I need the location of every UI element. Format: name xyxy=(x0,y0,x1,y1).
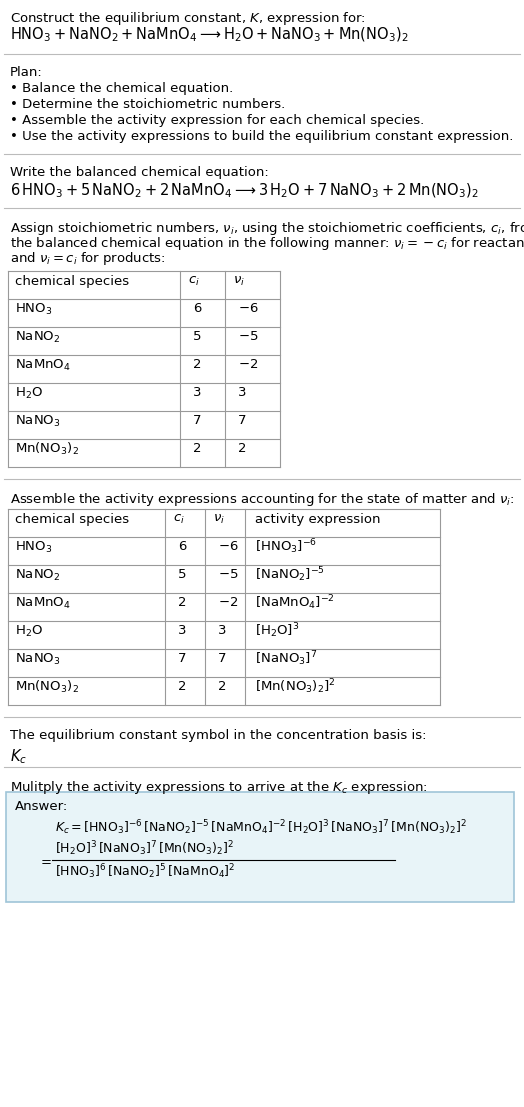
Text: Assemble the activity expressions accounting for the state of matter and $\nu_i$: Assemble the activity expressions accoun… xyxy=(10,492,515,508)
Text: 6: 6 xyxy=(178,540,187,554)
Text: $\mathrm{H_2O}$: $\mathrm{H_2O}$ xyxy=(15,385,43,401)
Text: $c_i$: $c_i$ xyxy=(173,513,185,526)
Text: $\mathrm{NaMnO_4}$: $\mathrm{NaMnO_4}$ xyxy=(15,596,71,611)
Text: 2: 2 xyxy=(193,359,202,372)
Text: $[\mathrm{HNO_3}]^{-6}$: $[\mathrm{HNO_3}]^{-6}$ xyxy=(255,538,317,557)
Text: Assign stoichiometric numbers, $\nu_i$, using the stoichiometric coefficients, $: Assign stoichiometric numbers, $\nu_i$, … xyxy=(10,220,524,237)
Text: 2: 2 xyxy=(178,597,187,610)
Text: 2: 2 xyxy=(178,681,187,693)
Text: • Assemble the activity expression for each chemical species.: • Assemble the activity expression for e… xyxy=(10,114,424,127)
Text: $-2$: $-2$ xyxy=(238,359,258,372)
Text: $K_c = [\mathrm{HNO_3}]^{-6}\,[\mathrm{NaNO_2}]^{-5}\,[\mathrm{NaMnO_4}]^{-2}\,[: $K_c = [\mathrm{HNO_3}]^{-6}\,[\mathrm{N… xyxy=(55,818,467,837)
Text: The equilibrium constant symbol in the concentration basis is:: The equilibrium constant symbol in the c… xyxy=(10,730,427,742)
Text: 3: 3 xyxy=(218,624,226,638)
Text: $\mathrm{NaNO_3}$: $\mathrm{NaNO_3}$ xyxy=(15,413,61,428)
Text: $\mathrm{H_2O}$: $\mathrm{H_2O}$ xyxy=(15,623,43,639)
Text: $[\mathrm{Mn(NO_3)_2}]^{2}$: $[\mathrm{Mn(NO_3)_2}]^{2}$ xyxy=(255,677,336,696)
Text: 7: 7 xyxy=(178,652,187,665)
Text: 2: 2 xyxy=(238,443,246,455)
Text: 3: 3 xyxy=(178,624,187,638)
Text: Answer:: Answer: xyxy=(15,800,68,813)
Text: $\mathrm{NaMnO_4}$: $\mathrm{NaMnO_4}$ xyxy=(15,358,71,373)
Text: $\nu_i$: $\nu_i$ xyxy=(233,275,245,288)
Text: $-6$: $-6$ xyxy=(238,302,259,315)
Text: $\mathrm{Mn(NO_3)_2}$: $\mathrm{Mn(NO_3)_2}$ xyxy=(15,441,79,457)
Text: 2: 2 xyxy=(218,681,226,693)
Text: $-5$: $-5$ xyxy=(218,569,238,581)
Bar xyxy=(6,792,514,902)
Text: $\mathrm{NaNO_2}$: $\mathrm{NaNO_2}$ xyxy=(15,330,60,344)
Text: 7: 7 xyxy=(193,414,202,427)
Text: the balanced chemical equation in the following manner: $\nu_i = -c_i$ for react: the balanced chemical equation in the fo… xyxy=(10,235,524,252)
Text: activity expression: activity expression xyxy=(255,513,380,526)
Text: $\mathrm{NaNO_2}$: $\mathrm{NaNO_2}$ xyxy=(15,568,60,582)
Text: and $\nu_i = c_i$ for products:: and $\nu_i = c_i$ for products: xyxy=(10,250,166,267)
Text: Write the balanced chemical equation:: Write the balanced chemical equation: xyxy=(10,166,269,179)
Text: • Use the activity expressions to build the equilibrium constant expression.: • Use the activity expressions to build … xyxy=(10,130,514,143)
Text: $\mathrm{6\,HNO_3 + 5\,NaNO_2 + 2\,NaMnO_4} \longrightarrow \mathrm{3\,H_2O + 7\: $\mathrm{6\,HNO_3 + 5\,NaNO_2 + 2\,NaMnO… xyxy=(10,182,478,200)
Text: 3: 3 xyxy=(238,386,246,400)
Text: 5: 5 xyxy=(193,331,202,343)
Text: Mulitply the activity expressions to arrive at the $K_c$ expression:: Mulitply the activity expressions to arr… xyxy=(10,779,428,796)
Text: $-6$: $-6$ xyxy=(218,540,238,554)
Text: $\mathrm{HNO_3 + NaNO_2 + NaMnO_4} \longrightarrow \mathrm{H_2O + NaNO_3 + Mn(NO: $\mathrm{HNO_3 + NaNO_2 + NaMnO_4} \long… xyxy=(10,25,409,44)
Text: chemical species: chemical species xyxy=(15,275,129,288)
Text: $K_c$: $K_c$ xyxy=(10,747,27,766)
Text: $\mathrm{HNO_3}$: $\mathrm{HNO_3}$ xyxy=(15,301,52,317)
Text: $-2$: $-2$ xyxy=(218,597,238,610)
Text: $[\mathrm{H_2O}]^{3}$: $[\mathrm{H_2O}]^{3}$ xyxy=(255,622,299,640)
Text: • Determine the stoichiometric numbers.: • Determine the stoichiometric numbers. xyxy=(10,99,285,111)
Text: 6: 6 xyxy=(193,302,201,315)
Text: $-5$: $-5$ xyxy=(238,331,258,343)
Text: chemical species: chemical species xyxy=(15,513,129,526)
Text: 7: 7 xyxy=(238,414,246,427)
Text: Plan:: Plan: xyxy=(10,66,43,79)
Text: 5: 5 xyxy=(178,569,187,581)
Text: 3: 3 xyxy=(193,386,202,400)
Text: $[\mathrm{NaMnO_4}]^{-2}$: $[\mathrm{NaMnO_4}]^{-2}$ xyxy=(255,593,335,612)
Text: Construct the equilibrium constant, $K$, expression for:: Construct the equilibrium constant, $K$,… xyxy=(10,10,366,27)
Text: • Balance the chemical equation.: • Balance the chemical equation. xyxy=(10,82,233,95)
Text: $[\mathrm{HNO_3}]^{6}\,[\mathrm{NaNO_2}]^{5}\,[\mathrm{NaMnO_4}]^{2}$: $[\mathrm{HNO_3}]^{6}\,[\mathrm{NaNO_2}]… xyxy=(55,862,236,881)
Text: $\nu_i$: $\nu_i$ xyxy=(213,513,225,526)
Text: $[\mathrm{NaNO_2}]^{-5}$: $[\mathrm{NaNO_2}]^{-5}$ xyxy=(255,566,325,584)
Text: 7: 7 xyxy=(218,652,226,665)
Text: $[\mathrm{H_2O}]^{3}\,[\mathrm{NaNO_3}]^{7}\,[\mathrm{Mn(NO_3)_2}]^{2}$: $[\mathrm{H_2O}]^{3}\,[\mathrm{NaNO_3}]^… xyxy=(55,839,234,858)
Text: $\mathrm{HNO_3}$: $\mathrm{HNO_3}$ xyxy=(15,539,52,555)
Text: $c_i$: $c_i$ xyxy=(188,275,200,288)
Text: $\mathrm{NaNO_3}$: $\mathrm{NaNO_3}$ xyxy=(15,651,61,666)
Text: $=$: $=$ xyxy=(38,853,52,867)
Text: 2: 2 xyxy=(193,443,202,455)
Text: $\mathrm{Mn(NO_3)_2}$: $\mathrm{Mn(NO_3)_2}$ xyxy=(15,679,79,695)
Text: $[\mathrm{NaNO_3}]^{7}$: $[\mathrm{NaNO_3}]^{7}$ xyxy=(255,650,318,669)
